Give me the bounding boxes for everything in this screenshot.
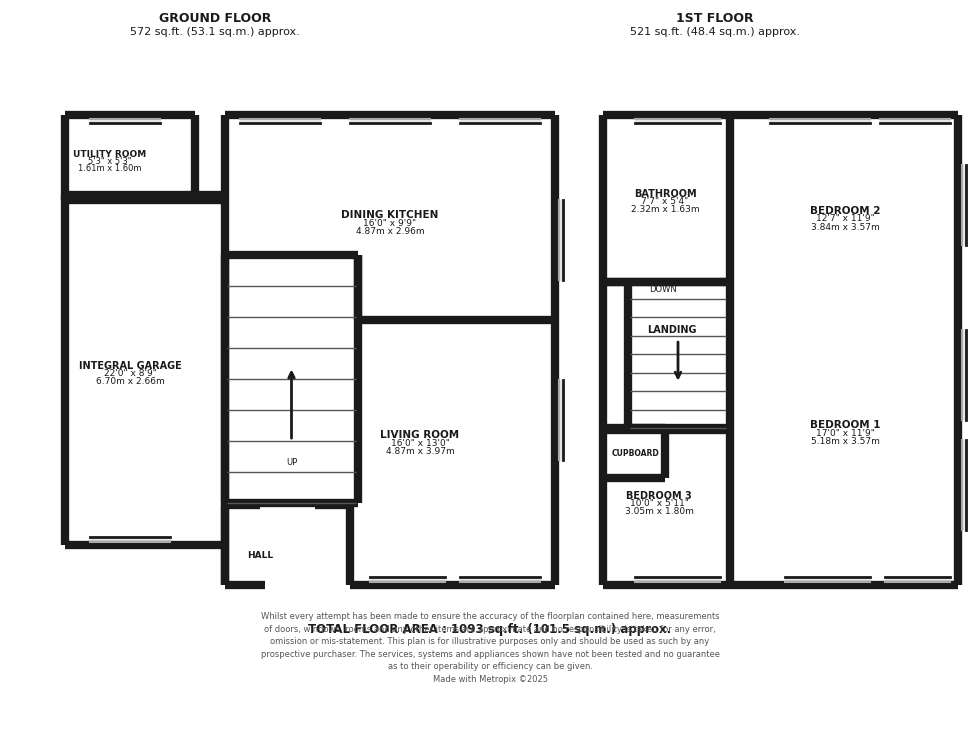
- Text: DOWN: DOWN: [649, 285, 677, 294]
- Text: BEDROOM 2: BEDROOM 2: [809, 205, 880, 216]
- Text: 3.84m x 3.57m: 3.84m x 3.57m: [810, 222, 879, 231]
- Text: DINING KITCHEN: DINING KITCHEN: [341, 210, 439, 221]
- Text: 521 sq.ft. (48.4 sq.m.) approx.: 521 sq.ft. (48.4 sq.m.) approx.: [630, 27, 800, 37]
- Text: 16'0" x 9'9": 16'0" x 9'9": [364, 219, 416, 228]
- Text: 572 sq.ft. (53.1 sq.m.) approx.: 572 sq.ft. (53.1 sq.m.) approx.: [130, 27, 300, 37]
- Text: INTEGRAL GARAGE: INTEGRAL GARAGE: [78, 361, 181, 370]
- Text: 12'7" x 11'9": 12'7" x 11'9": [815, 214, 874, 223]
- Text: 4.87m x 3.97m: 4.87m x 3.97m: [385, 448, 455, 456]
- Text: 22'0" x 8'9": 22'0" x 8'9": [104, 369, 157, 378]
- Text: HALL: HALL: [247, 551, 273, 559]
- Text: TOTAL FLOOR AREA : 1093 sq.ft. (101.5 sq.m.) approx.: TOTAL FLOOR AREA : 1093 sq.ft. (101.5 sq…: [309, 623, 671, 637]
- Text: BATHROOM: BATHROOM: [634, 189, 697, 199]
- Text: 6.70m x 2.66m: 6.70m x 2.66m: [96, 376, 165, 386]
- Text: 10'0" x 5'11": 10'0" x 5'11": [629, 499, 688, 508]
- Text: UTILITY ROOM: UTILITY ROOM: [74, 150, 147, 159]
- Text: BEDROOM 1: BEDROOM 1: [809, 420, 880, 431]
- Text: Whilst every attempt has been made to ensure the accuracy of the floorplan conta: Whilst every attempt has been made to en…: [261, 612, 719, 684]
- Text: 16'0" x 13'0": 16'0" x 13'0": [391, 439, 450, 448]
- Text: 5'3" x 5'3": 5'3" x 5'3": [88, 157, 131, 166]
- Text: 1.61m x 1.60m: 1.61m x 1.60m: [78, 164, 142, 173]
- Text: LIVING ROOM: LIVING ROOM: [380, 431, 460, 440]
- Text: 17'0" x 11'9": 17'0" x 11'9": [815, 429, 874, 438]
- Text: CUPBOARD: CUPBOARD: [612, 448, 659, 457]
- Text: 5.18m x 3.57m: 5.18m x 3.57m: [810, 437, 879, 447]
- Text: LANDING: LANDING: [647, 325, 697, 335]
- Text: 4.87m x 2.96m: 4.87m x 2.96m: [356, 227, 424, 236]
- Text: 7'7" x 5'4": 7'7" x 5'4": [641, 197, 689, 206]
- Text: 1ST FLOOR: 1ST FLOOR: [676, 12, 754, 24]
- Text: BEDROOM 3: BEDROOM 3: [626, 491, 692, 501]
- Text: 2.32m x 1.63m: 2.32m x 1.63m: [631, 205, 700, 213]
- Text: UP: UP: [286, 459, 297, 468]
- Text: 3.05m x 1.80m: 3.05m x 1.80m: [624, 507, 694, 516]
- Text: GROUND FLOOR: GROUND FLOOR: [159, 12, 271, 24]
